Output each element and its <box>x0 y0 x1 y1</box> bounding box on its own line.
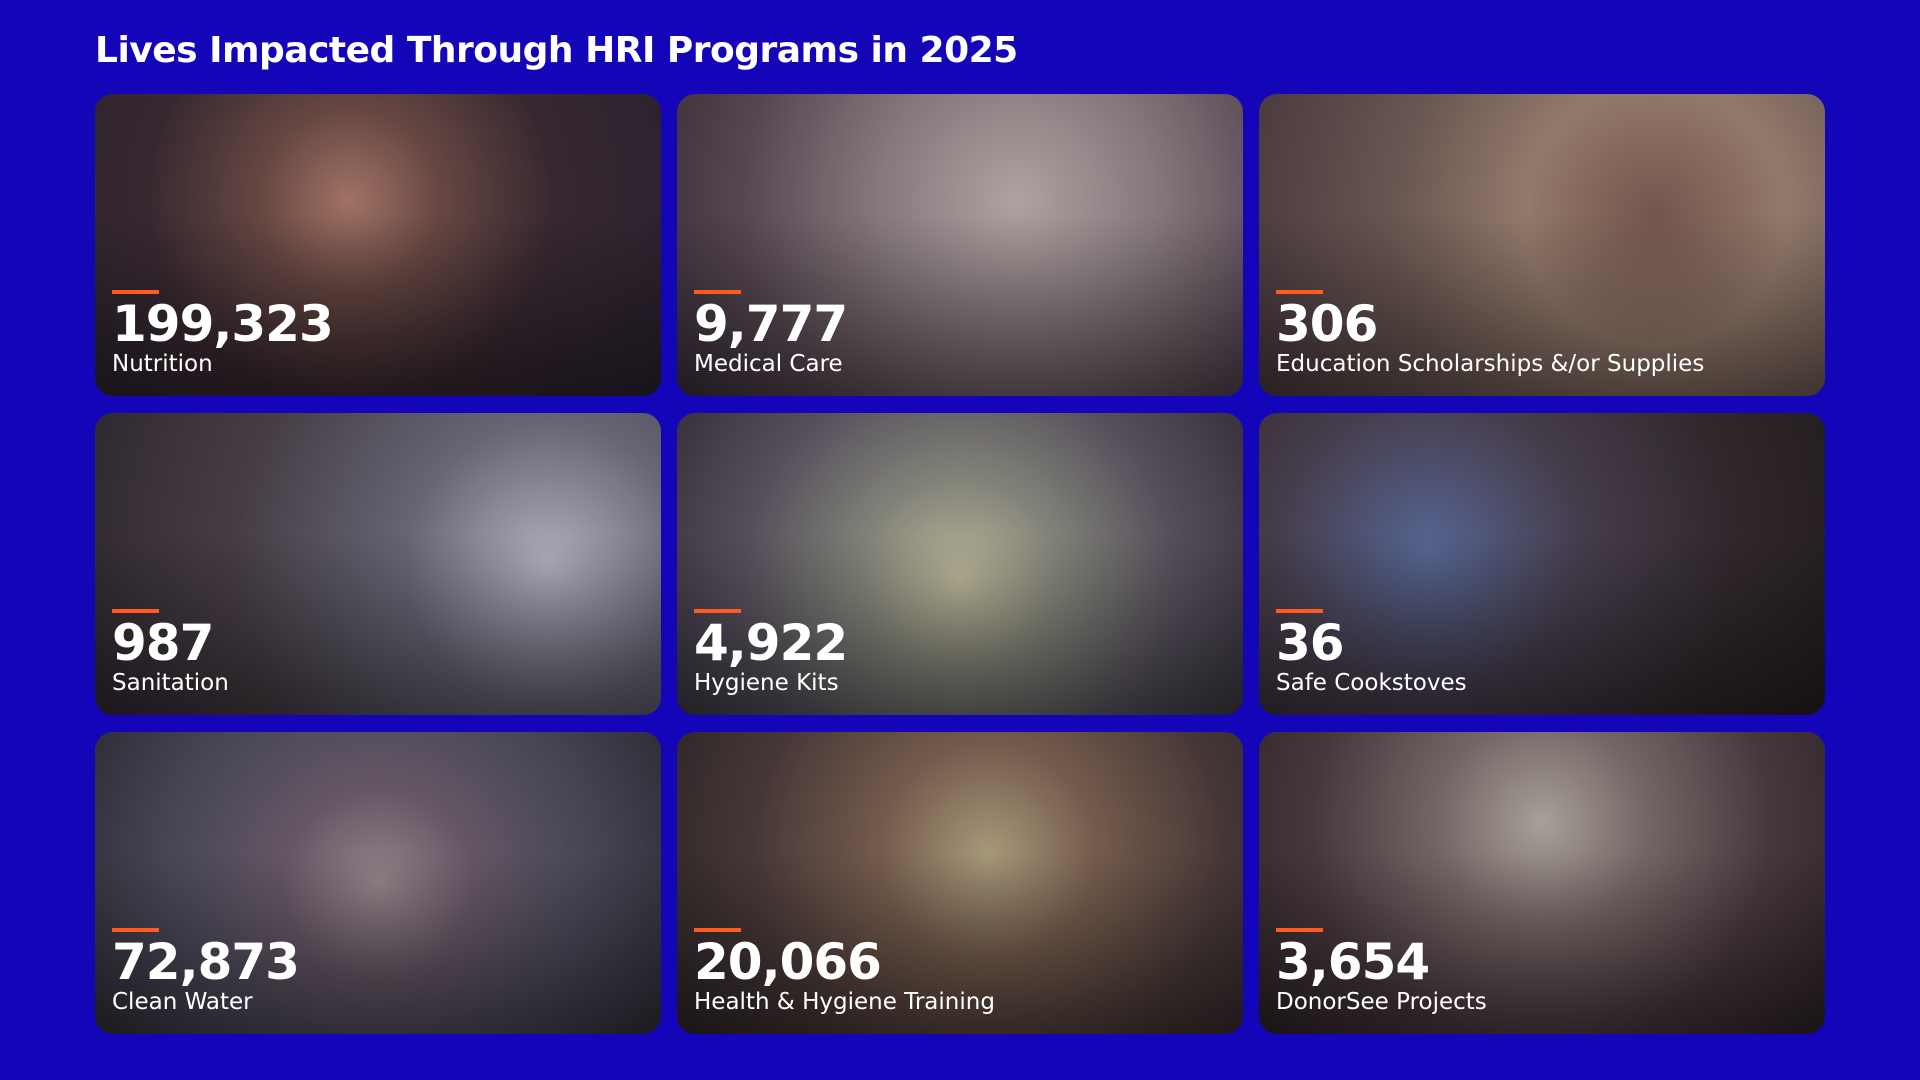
impact-tile: 36 Safe Cookstoves <box>1259 413 1825 715</box>
accent-bar <box>112 609 159 613</box>
impact-number: 3,654 <box>1276 933 1430 991</box>
accent-bar <box>1276 290 1323 294</box>
accent-bar <box>694 609 741 613</box>
impact-tile: 72,873 Clean Water <box>95 732 661 1034</box>
impact-label: Education Scholarships &/or Supplies <box>1276 351 1705 377</box>
impact-tile: 199,323 Nutrition <box>95 94 661 396</box>
impact-tile: 9,777 Medical Care <box>677 94 1243 396</box>
impact-tile: 20,066 Health & Hygiene Training <box>677 732 1243 1034</box>
impact-number: 36 <box>1276 614 1345 672</box>
impact-number: 4,922 <box>694 614 848 672</box>
impact-number: 199,323 <box>112 295 334 353</box>
impact-number: 987 <box>112 614 214 672</box>
impact-number: 72,873 <box>112 933 300 991</box>
accent-bar <box>694 928 741 932</box>
page-title: Lives Impacted Through HRI Programs in 2… <box>95 30 1018 71</box>
impact-tile: 306 Education Scholarships &/or Supplies <box>1259 94 1825 396</box>
impact-label: Medical Care <box>694 351 843 377</box>
impact-label: Hygiene Kits <box>694 670 839 696</box>
accent-bar <box>1276 928 1323 932</box>
accent-bar <box>112 290 159 294</box>
impact-number: 306 <box>1276 295 1378 353</box>
impact-label: Sanitation <box>112 670 229 696</box>
impact-number: 20,066 <box>694 933 882 991</box>
accent-bar <box>112 928 159 932</box>
impact-tile: 987 Sanitation <box>95 413 661 715</box>
tile-grid: 199,323 Nutrition 9,777 Medical Care 306 Educ… <box>95 94 1825 1034</box>
impact-label: Health & Hygiene Training <box>694 989 995 1015</box>
impact-label: Safe Cookstoves <box>1276 670 1467 696</box>
accent-bar <box>1276 609 1323 613</box>
impact-label: Clean Water <box>112 989 253 1015</box>
impact-tile: 3,654 DonorSee Projects <box>1259 732 1825 1034</box>
impact-tile: 4,922 Hygiene Kits <box>677 413 1243 715</box>
impact-number: 9,777 <box>694 295 848 353</box>
accent-bar <box>694 290 741 294</box>
impact-label: DonorSee Projects <box>1276 989 1487 1015</box>
impact-label: Nutrition <box>112 351 213 377</box>
